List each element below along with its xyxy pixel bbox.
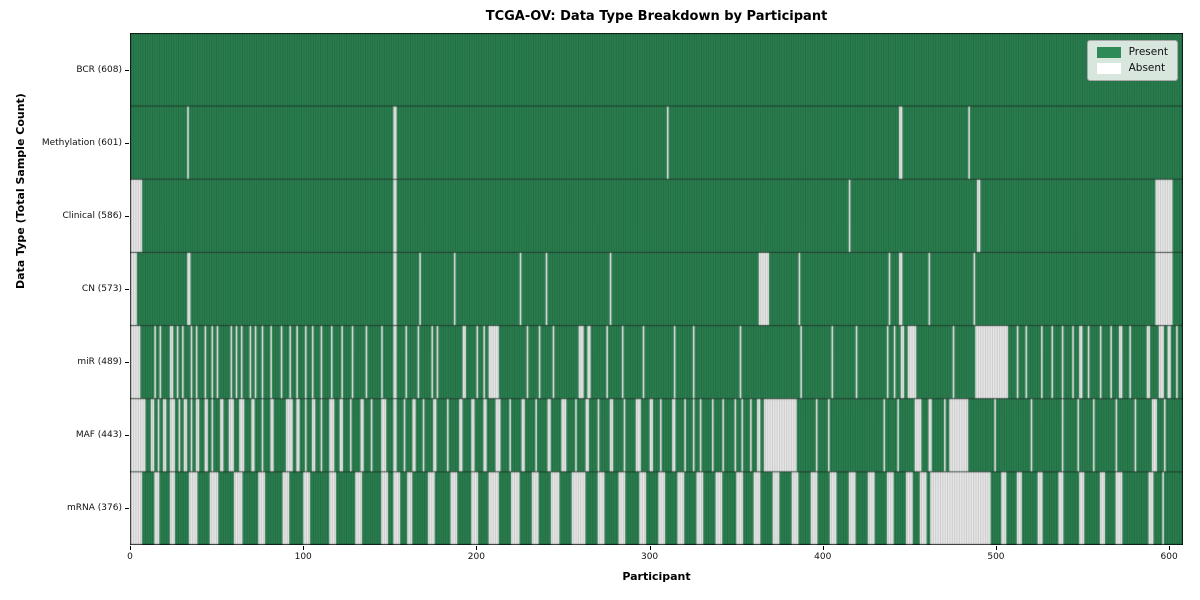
y-tick-mark (125, 289, 129, 290)
x-tick-mark (130, 546, 131, 550)
legend-label-absent: Absent (1128, 62, 1166, 75)
y-tick-label-miR: miR (489) (77, 357, 122, 368)
legend-swatch-absent (1096, 63, 1121, 74)
y-tick-mark (125, 142, 129, 144)
y-tick-label-CN: CN (573) (81, 284, 122, 294)
y-tick-label-MAF: MAF (443) (75, 430, 122, 441)
y-tick-label-Clinical: Clinical (586) (62, 210, 122, 221)
x-tick-mark (649, 546, 651, 550)
x-tick-label-200: 200 (467, 552, 485, 562)
x-tick-label-500: 500 (987, 552, 1005, 562)
x-tick-mark (303, 546, 305, 550)
legend-label-present: Present (1128, 46, 1168, 59)
x-tick-label-0: 0 (127, 552, 133, 562)
legend: Present Absent (1086, 40, 1178, 81)
x-tick-mark (822, 546, 824, 550)
x-tick-label-300: 300 (640, 552, 659, 562)
legend-entry-absent: Absent (1096, 62, 1168, 75)
y-tick-mark (125, 508, 129, 510)
x-tick-label-400: 400 (814, 552, 832, 562)
x-tick-mark (1169, 546, 1171, 550)
x-tick-label-600: 600 (1160, 552, 1178, 562)
y-tick-mark (125, 362, 129, 364)
legend-swatch-present (1096, 47, 1121, 58)
y-tick-label-BCR: BCR (608) (76, 64, 122, 75)
heatmap-canvas (130, 33, 1183, 545)
x-axis-label: Participant (622, 570, 691, 583)
y-tick-label-Methylation: Methylation (601) (41, 137, 122, 148)
y-tick-mark (125, 69, 129, 71)
x-tick-label-100: 100 (294, 552, 312, 562)
chart-title: TCGA-OV: Data Type Breakdown by Particip… (485, 9, 828, 24)
x-tick-mark (995, 546, 997, 550)
y-tick-mark (125, 435, 129, 437)
y-tick-label-mRNA: mRNA (376) (67, 503, 122, 514)
legend-entry-present: Present (1096, 46, 1168, 59)
x-tick-mark (476, 546, 478, 550)
y-tick-mark (125, 215, 129, 217)
